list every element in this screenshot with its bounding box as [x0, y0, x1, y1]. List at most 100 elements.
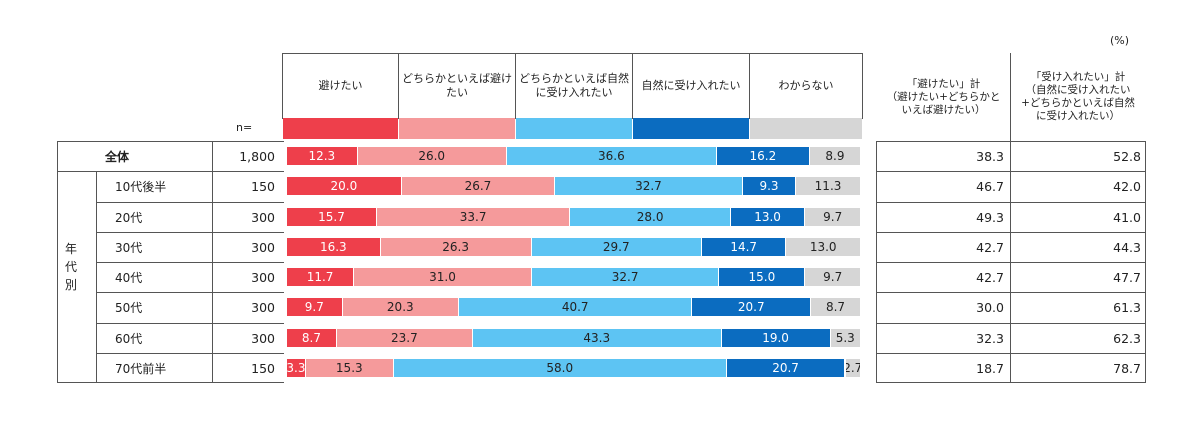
summary-row-divider	[876, 353, 1146, 354]
bar-segment: 32.7	[555, 177, 742, 196]
legend-swatch-rather-avoid	[399, 118, 515, 139]
bar-segment: 32.7	[531, 268, 719, 286]
summary-row-divider	[876, 202, 1146, 203]
bar-segment: 31.0	[354, 268, 531, 286]
summary-row-divider	[876, 171, 1146, 172]
bar-segment: 16.2	[716, 147, 809, 165]
bar-segment: 33.7	[377, 207, 570, 226]
bar-segment: 2.7	[845, 358, 860, 377]
summary-avoid-value: 32.3	[976, 330, 1004, 346]
row-label: 60代	[115, 331, 143, 346]
bar-segment: 20.7	[726, 358, 845, 377]
bar-segment: 11.3	[796, 177, 860, 196]
bar-segment: 26.0	[357, 147, 506, 165]
bar-segment: 13.0	[786, 237, 860, 256]
legend-swatch-rather-accept	[516, 118, 632, 139]
summary-header-accept: 「受け入れたい」計 （自然に受け入れたい +どちらかといえば自然 に受け入れたい…	[1010, 53, 1146, 141]
group-divider	[96, 171, 97, 383]
bar-segment: 3.3	[287, 358, 305, 377]
summary-accept-value: 44.3	[1113, 239, 1141, 255]
bar-segment: 26.7	[401, 177, 555, 196]
summary-divider	[1010, 141, 1011, 383]
row-divider	[57, 171, 284, 172]
header-unknown: わからない	[749, 53, 863, 119]
row-label: 20代	[115, 210, 143, 225]
row-divider	[96, 353, 284, 354]
n-label: n=	[236, 121, 253, 134]
summary-row-divider	[876, 323, 1146, 324]
bar-segment: 8.9	[809, 147, 860, 165]
bar-segment: 40.7	[459, 298, 692, 317]
summary-top-rule	[876, 141, 1146, 142]
bar-segment: 20.0	[287, 177, 401, 196]
row-n: 1,800	[239, 148, 275, 164]
bar-segment: 43.3	[473, 328, 721, 347]
bar-segment: 20.7	[692, 298, 811, 317]
legend-swatch-unknown	[750, 118, 862, 139]
bar-segment: 14.7	[702, 237, 786, 256]
row-label: 10代後半	[115, 179, 167, 194]
row-label: 50代	[115, 300, 143, 315]
bar-segment: 23.7	[336, 328, 472, 347]
bar-segment: 9.7	[287, 298, 342, 317]
bar-segment: 28.0	[570, 207, 730, 226]
header-rather-avoid: どちらかといえば避け たい	[398, 53, 516, 119]
bar-segment: 20.3	[342, 298, 458, 317]
summary-accept-value: 47.7	[1113, 269, 1141, 285]
bar-segment: 36.6	[506, 147, 716, 165]
left-table-frame	[57, 141, 284, 383]
bar-segment: 8.7	[811, 298, 860, 317]
summary-accept-value: 41.0	[1113, 209, 1141, 225]
bar-segment: 15.7	[287, 207, 376, 226]
summary-row-divider	[876, 262, 1146, 263]
row-divider	[96, 202, 284, 203]
summary-accept-value: 42.0	[1113, 178, 1141, 194]
summary-avoid-value: 42.7	[976, 239, 1004, 255]
row-n: 300	[251, 209, 275, 225]
bar-segment: 16.3	[287, 237, 380, 256]
bar-segment: 15.0	[719, 268, 805, 286]
summary-accept-value: 61.3	[1113, 299, 1141, 315]
row-label: 40代	[115, 270, 143, 285]
group-label: 年 代 別	[64, 242, 77, 292]
bar-segment: 5.3	[830, 328, 860, 347]
row-n: 300	[251, 269, 275, 285]
legend-swatch-avoid	[283, 118, 398, 139]
summary-avoid-value: 49.3	[976, 209, 1004, 225]
bar-segment: 15.3	[305, 358, 393, 377]
bar-segment: 26.3	[380, 237, 531, 256]
unit-label: (%)	[1110, 34, 1130, 47]
bar-segment: 58.0	[393, 358, 726, 377]
summary-avoid-value: 46.7	[976, 178, 1004, 194]
row-n: 300	[251, 299, 275, 315]
bar-segment: 9.7	[805, 207, 860, 226]
bar-segment: 29.7	[531, 237, 701, 256]
header-accept: 自然に受け入れたい	[632, 53, 750, 119]
summary-avoid-value: 18.7	[976, 360, 1004, 376]
table-divider	[212, 141, 213, 383]
row-n: 300	[251, 239, 275, 255]
bar-segment: 13.0	[730, 207, 805, 226]
bar-segment: 9.3	[742, 177, 796, 196]
header-rather-accept: どちらかといえば自然 に受け入れたい	[515, 53, 633, 119]
summary-accept-value: 62.3	[1113, 330, 1141, 346]
row-n: 300	[251, 330, 275, 346]
legend-swatch-accept	[633, 118, 749, 139]
summary-accept-value: 52.8	[1113, 148, 1141, 164]
row-divider	[96, 292, 284, 293]
summary-accept-value: 78.7	[1113, 360, 1141, 376]
row-n: 150	[251, 178, 275, 194]
summary-avoid-value: 30.0	[976, 299, 1004, 315]
row-n: 150	[251, 360, 275, 376]
header-avoid: 避けたい	[282, 53, 399, 119]
row-label: 30代	[115, 240, 143, 255]
row-divider	[96, 323, 284, 324]
bar-segment: 19.0	[721, 328, 830, 347]
bar-segment: 8.7	[287, 328, 336, 347]
row-label: 70代前半	[115, 361, 167, 376]
row-label: 全体	[105, 149, 130, 164]
bar-segment: 12.3	[287, 147, 357, 165]
summary-header-avoid: 「避けたい」計 （避けたい+どちらかと いえば避けたい）	[876, 53, 1011, 141]
bar-segment: 11.7	[287, 268, 354, 286]
summary-row-divider	[876, 232, 1146, 233]
